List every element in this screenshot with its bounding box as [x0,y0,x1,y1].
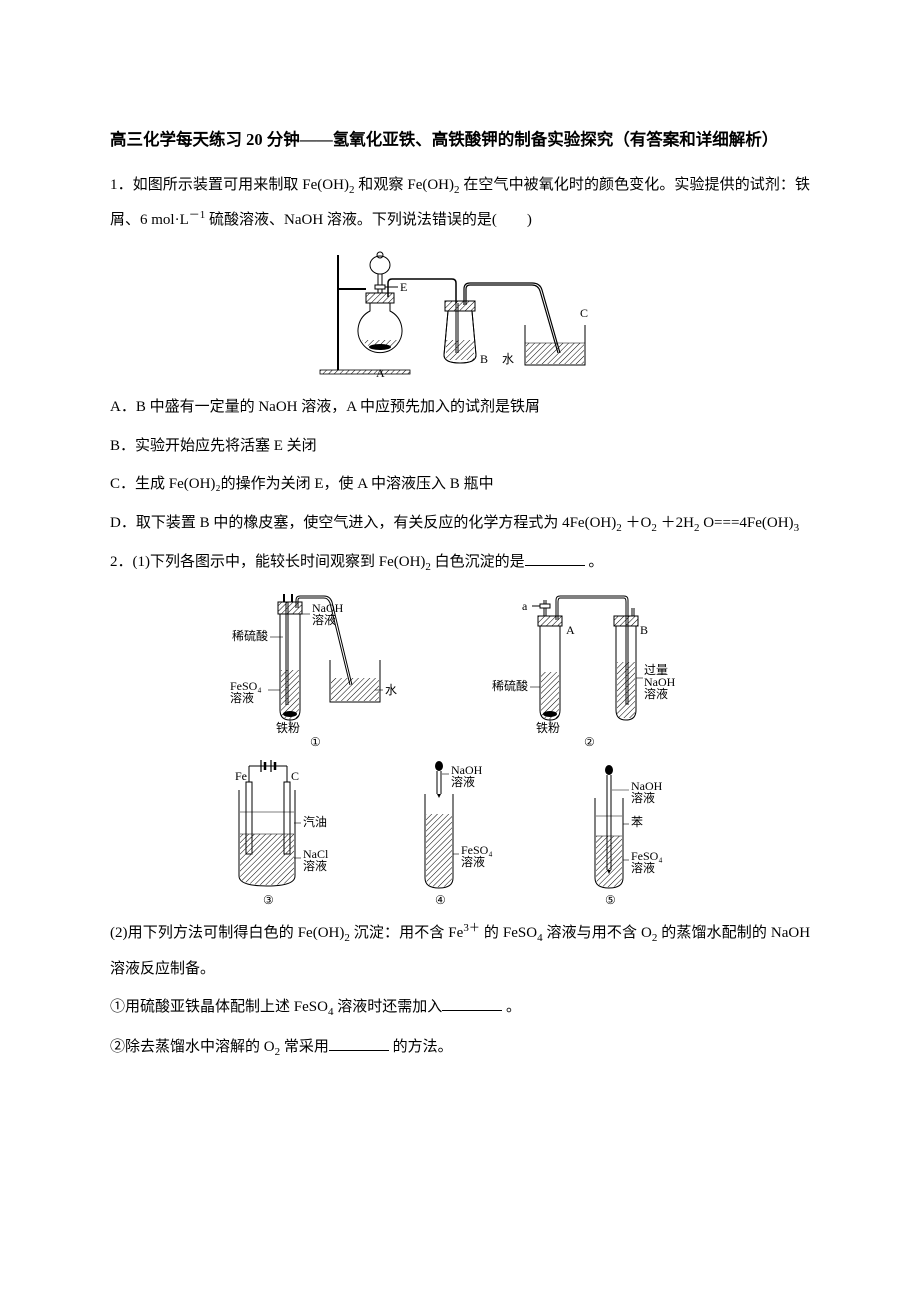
q2-p2-d: 溶液与用不含 O [546,925,651,941]
d3-l1: 汽油 [303,814,327,829]
diagram-2: a A B 稀硫酸 过量 NaOH 溶液 铁粉 ② [480,590,700,750]
q2-s2-c: 的方法。 [393,1039,453,1055]
q2-s1-a: ①用硫酸亚铁晶体配制上述 FeSO [110,999,328,1015]
label-B: B [480,352,488,366]
diagram-4: NaOH 溶液 FeSO₄ 溶液 ④ [395,760,525,910]
blank-3 [329,1036,389,1051]
d2-l1: 稀硫酸 [492,678,528,693]
d3-Fe: Fe [235,769,247,783]
d2-a: a [522,599,528,613]
apparatus-diagram-1: E A B C 水 [310,245,610,380]
d2-l4: 溶液 [644,686,668,701]
q2-sub2: ②除去蒸馏水中溶解的 O2 常采用 的方法。 [110,1030,810,1065]
d2-B: B [640,623,648,637]
d2-A: A [566,623,575,637]
q2-s1-b: 溶液时还需加入 [337,999,442,1015]
q1-stem-a: 1．如图所示装置可用来制取 Fe(OH) [110,177,349,193]
d1-num: ① [310,735,321,749]
diagram-5: NaOH 溶液 苯 FeSO₄ 溶液 ⑤ [565,760,705,910]
q1-optA: A．B 中盛有一定量的 NaOH 溶液，A 中应预先加入的试剂是铁屑 [110,390,810,425]
d2-l5: 铁粉 [536,721,560,735]
q2-p2-c: 的 FeSO [484,925,537,941]
q2-s2-b: 常采用 [284,1039,329,1055]
d1-l5: 溶液 [230,690,254,705]
q1-stem-d: 硫酸溶液、NaOH 溶液。下列说法错误的是( ) [209,212,532,228]
q2-p1-b: 白色沉淀的是 [435,554,525,570]
d3-l3: 溶液 [303,858,327,873]
d3-C: C [291,769,299,783]
q1-optB: B．实验开始应先将活塞 E 关闭 [110,429,810,464]
d5-l3: 苯 [631,815,643,829]
q1-stem: 1．如图所示装置可用来制取 Fe(OH)2 和观察 Fe(OH)2 在空气中被氧… [110,168,810,238]
q2-p1-c: 。 [588,554,603,570]
q2-s2-a: ②除去蒸馏水中溶解的 O [110,1039,275,1055]
q2-p2-a: (2)用下列方法可制得白色的 Fe(OH) [110,925,344,941]
diagram-1: 稀硫酸 NaOH 溶液 FeSO₄ 溶液 水 铁粉 ① [220,590,420,750]
d1-l3: 溶液 [312,612,336,627]
label-water: 水 [502,352,514,366]
q1-optD-a: D．取下装置 B 中的橡皮塞，使空气进入，有关反应的化学方程式为 4Fe(OH) [110,515,616,531]
q2-p1-a: 2．(1)下列各图示中，能较长时间观察到 Fe(OH) [110,554,425,570]
q1-optD-d: O===4Fe(OH) [703,515,793,531]
blank-2 [442,996,502,1011]
title: 高三化学每天练习 20 分钟——氢氧化亚铁、高铁酸钾的制备实验探究（有答案和详细… [110,120,810,160]
d2-num: ② [584,735,595,749]
d4-l4: 溶液 [461,854,485,869]
d4-num: ④ [435,893,446,907]
q1-optD-c: ＋2H [661,515,694,531]
d5-num: ⑤ [605,893,616,907]
q1-optD-b: ＋O [626,515,652,531]
q2-p2-b: 沉淀：用不含 Fe [354,925,464,941]
diagram-3: Fe C 汽油 NaCl 溶液 ③ [215,760,355,910]
q1-optC: C．生成 Fe(OH)₂的操作为关闭 E，使 A 中溶液压入 B 瓶中 [110,467,810,502]
d5-l5: 溶液 [631,860,655,875]
diagram-row-1: 稀硫酸 NaOH 溶液 FeSO₄ 溶液 水 铁粉 ① a [110,590,810,750]
d5-l2: 溶液 [631,790,655,805]
q2-sub1: ①用硫酸亚铁晶体配制上述 FeSO4 溶液时还需加入 。 [110,990,810,1025]
d4-l2: 溶液 [451,774,475,789]
blank-1 [525,551,585,566]
d1-l6: 水 [385,683,397,697]
q1-stem-b: 和观察 Fe(OH) [358,177,454,193]
q1-optD: D．取下装置 B 中的橡皮塞，使空气进入，有关反应的化学方程式为 4Fe(OH)… [110,506,810,541]
d1-l7: 铁粉 [276,721,300,735]
q2-part2: (2)用下列方法可制得白色的 Fe(OH)2 沉淀：用不含 Fe3＋ 的 FeS… [110,916,810,986]
d1-l1: 稀硫酸 [232,628,268,643]
label-A: A [376,366,385,380]
q2-part1: 2．(1)下列各图示中，能较长时间观察到 Fe(OH)2 白色沉淀的是 。 [110,545,810,580]
label-E: E [400,280,407,294]
q1-diagram: E A B C 水 [110,245,810,380]
label-C: C [580,306,588,320]
diagram-row-2: Fe C 汽油 NaCl 溶液 ③ NaOH 溶液 [110,760,810,910]
d3-num: ③ [263,893,274,907]
q2-s1-c: 。 [506,999,521,1015]
